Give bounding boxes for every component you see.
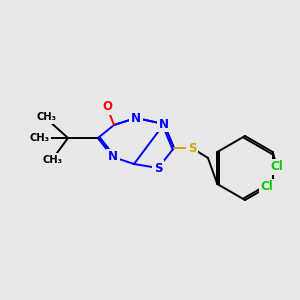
Text: Cl: Cl: [261, 181, 273, 194]
Text: N: N: [108, 151, 118, 164]
Text: S: S: [154, 161, 162, 175]
Text: CH₃: CH₃: [37, 112, 56, 122]
Text: S: S: [188, 142, 196, 154]
Text: N: N: [131, 112, 141, 124]
Text: O: O: [102, 100, 112, 113]
Text: Cl: Cl: [271, 160, 284, 173]
Text: CH₃: CH₃: [43, 155, 62, 165]
Text: N: N: [159, 118, 169, 130]
Text: CH₃: CH₃: [29, 133, 50, 143]
